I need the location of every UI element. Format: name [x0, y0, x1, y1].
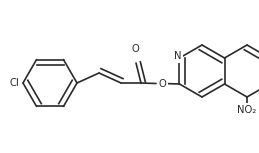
Text: Cl: Cl [9, 78, 19, 88]
Text: N: N [174, 51, 181, 61]
Text: NO₂: NO₂ [238, 105, 257, 115]
Text: O: O [159, 78, 166, 88]
Text: O: O [131, 44, 139, 54]
